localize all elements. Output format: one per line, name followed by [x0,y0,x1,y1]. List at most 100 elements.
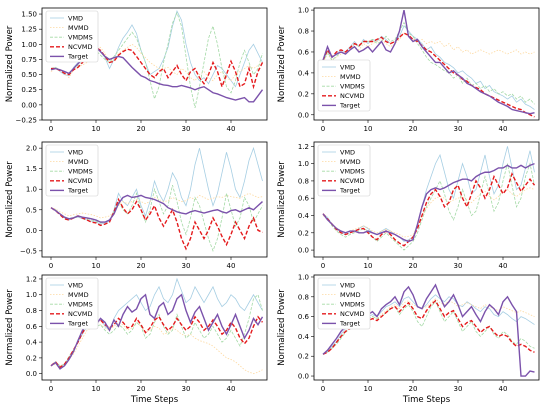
plot-frame [313,274,540,381]
x-tick-label: 30 [182,125,191,133]
series-line-ncvmd [322,172,536,247]
legend-label-vmd: VMD [340,63,355,71]
y-tick-label: 0.2 [298,229,309,237]
x-tick-label: 10 [364,262,373,270]
x-tick-label: 30 [182,262,191,270]
series-line-target [322,9,535,115]
subplot-5: 0.0 0.2 0.4 0.6 0.8 1.0 1.2 0 10 20 30 40 Normalized… [5,274,268,405]
y-tick-label: 0.4 [26,339,38,347]
series-line-vmdms [50,185,263,253]
subplot-3: −0.5 0.0 0.5 1.0 1.5 2.0 0 10 20 30 40 Normalized P… [5,141,268,270]
y-tick-label: 1.0 [298,160,309,168]
y-tick-label: 0.0 [298,111,309,119]
series-line-mvmd [50,43,263,82]
series-line-mvmd [50,321,263,375]
y-tick-label: 0.0 [26,370,37,378]
y-axis-title: Normalized Power [277,289,287,366]
plot-frame [41,141,268,258]
legend-label-vmdms: VMDMS [340,168,365,176]
plot-frame [41,7,268,121]
y-tick-label: 0.2 [298,90,309,98]
series-line-ncvmd [322,32,535,118]
legend-label-vmd: VMD [68,14,83,22]
legend-label-mvmd: MVMD [68,291,89,299]
y-tick-label: 0.4 [298,212,310,220]
y-tick-label: −0.25 [16,117,37,125]
x-tick-label: 20 [409,385,418,393]
y-tick-label: 0.75 [21,56,37,64]
y-tick-label: 2.0 [26,145,37,153]
legend-label-ncvmd: NCVMD [340,92,364,100]
y-tick-label: 1.2 [26,275,37,283]
y-tick-label: 0.0 [26,227,37,235]
legend-label-mvmd: MVMD [340,158,361,166]
x-tick-label: 40 [499,262,508,270]
x-tick-label: 20 [409,125,418,133]
y-tick-label: −0.5 [20,247,37,255]
legend-label-mvmd: MVMD [68,158,89,166]
x-tick-label: 40 [499,125,508,133]
x-tick-label: 0 [321,262,325,270]
x-tick-label: 30 [454,385,463,393]
y-tick-label: 0.8 [298,28,309,36]
legend-label-target: Target [67,187,89,195]
legend-box [45,144,99,197]
x-tick-label: 40 [499,385,508,393]
y-tick-label: 0.6 [298,313,310,321]
series-line-mvmd [322,32,535,63]
x-tick-label: 40 [227,125,236,133]
y-tick-label: 0.6 [298,195,310,203]
subplot-2: 0.0 0.2 0.4 0.6 0.8 1.0 0 10 20 30 40 Normalized Po… [277,7,540,133]
y-tick-label: 0.8 [298,293,309,301]
y-tick-label: 0.6 [26,323,38,331]
x-tick-label: 30 [454,125,463,133]
plot-frame [41,274,268,381]
legend-label-ncvmd: NCVMD [68,43,92,51]
y-tick-label: 1.50 [21,11,37,19]
legend-label-ncvmd: NCVMD [68,310,92,318]
legend-label-mvmd: MVMD [68,24,89,32]
subplot-1: −0.25 0.00 0.25 0.50 0.75 1.00 1.25 1.50 0 10 20 30… [5,7,268,133]
legend-box [45,277,99,330]
y-tick-label: 1.0 [298,273,309,281]
y-tick-label: 1.00 [21,41,37,49]
series-line-vmdms [50,11,263,108]
y-tick-label: 1.5 [26,165,37,173]
legend-label-vmdms: VMDMS [340,83,365,91]
series-line-vmd [50,146,263,225]
legend-label-vmd: VMD [340,281,355,289]
legend-label-vmdms: VMDMS [68,301,93,309]
x-tick-label: 0 [321,385,325,393]
series-line-mvmd [322,298,535,355]
legend-box [317,277,371,330]
legend-label-mvmd: MVMD [340,73,361,81]
y-axis-title: Normalized Power [5,289,15,366]
y-tick-label: 0.2 [298,353,309,361]
legend-box [317,59,371,112]
y-tick-label: 0.0 [298,373,309,381]
plot-frame [313,7,540,121]
y-tick-label: 0.4 [298,69,310,77]
x-tick-label: 20 [137,125,146,133]
legend-label-ncvmd: NCVMD [68,177,92,185]
series-line-vmdms [322,162,535,251]
x-tick-label: 30 [454,262,463,270]
series-line-mvmd [322,187,535,238]
legend-label-target: Target [339,102,361,110]
y-axis-title: Normalized Power [5,161,15,238]
x-tick-label: 10 [92,385,101,393]
y-tick-label: 0.6 [298,48,310,56]
y-tick-label: 0.4 [298,333,310,341]
legend-label-mvmd: MVMD [340,291,361,299]
x-tick-label: 20 [137,262,146,270]
y-tick-label: 0.25 [21,86,37,94]
legend-label-vmd: VMD [340,148,355,156]
x-tick-label: 10 [92,262,101,270]
y-axis-title: Normalized Power [277,25,287,102]
